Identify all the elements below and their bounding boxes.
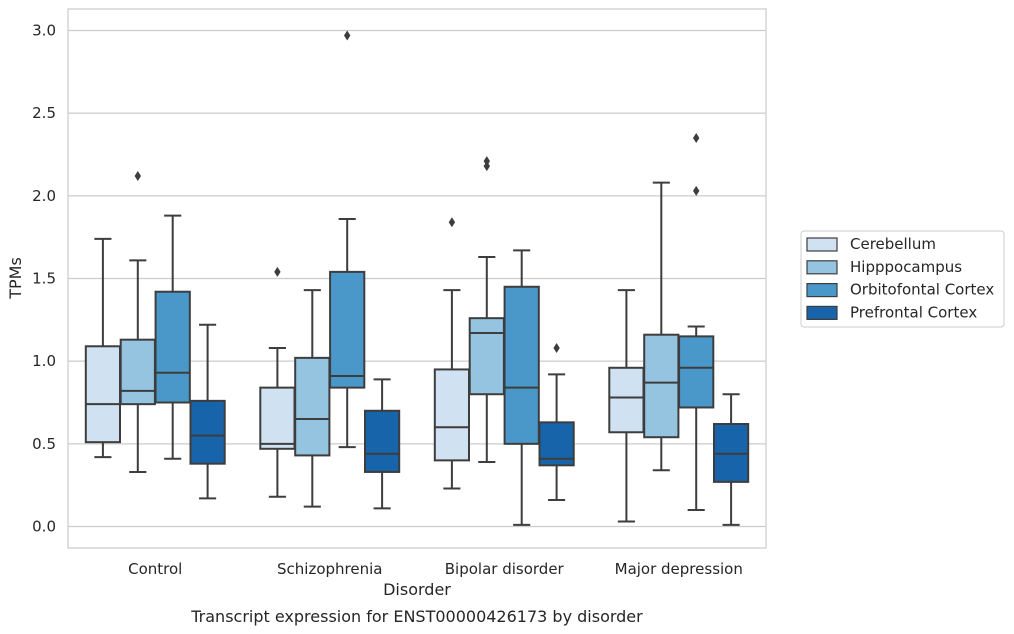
legend-swatch xyxy=(806,260,838,275)
outlier-point xyxy=(274,266,281,277)
box-group xyxy=(363,378,401,510)
box-group xyxy=(678,132,715,511)
box-group xyxy=(189,323,226,500)
y-tick-label: 0.0 xyxy=(32,518,56,536)
box-group xyxy=(712,393,750,526)
plot-area-frame xyxy=(67,8,767,549)
y-tick-label: 3.0 xyxy=(32,21,56,39)
outlier-point xyxy=(553,342,560,353)
x-tick-label: Bipolar disorder xyxy=(445,560,565,578)
y-tick-label: 1.0 xyxy=(32,352,56,370)
box xyxy=(294,356,331,457)
box xyxy=(119,338,156,406)
box-group xyxy=(608,289,645,523)
box-group xyxy=(259,266,296,498)
x-tick-label: Control xyxy=(128,560,182,578)
x-axis-ticks: Control Schizophrenia Bipolar disorder Majo… xyxy=(128,560,743,578)
y-axis-ticks: 0.0 0.5 1.0 1.5 2.0 2.5 3.0 xyxy=(32,21,56,535)
outlier-point xyxy=(448,217,456,228)
legend-swatch xyxy=(806,305,838,320)
legend-label: Prefrontal Cortex xyxy=(850,303,977,321)
outlier-point xyxy=(693,132,700,143)
legend-swatch xyxy=(806,237,838,252)
box xyxy=(363,409,401,473)
legend-label: Hipppocampus xyxy=(850,258,962,276)
box-group xyxy=(294,289,331,508)
y-axis-label: TPMs xyxy=(6,257,25,300)
x-axis-label: Disorder xyxy=(383,580,451,599)
box-group xyxy=(329,30,366,449)
box xyxy=(643,333,680,439)
legend-frame xyxy=(800,230,1005,328)
box-group xyxy=(119,170,156,473)
y-tick-label: 1.5 xyxy=(32,270,56,288)
box xyxy=(84,345,122,444)
box xyxy=(154,290,191,404)
chart-caption: Transcript expression for ENST0000042617… xyxy=(190,607,643,626)
box xyxy=(433,368,471,462)
y-tick-label: 2.0 xyxy=(32,187,56,205)
box-group xyxy=(468,156,505,464)
box xyxy=(503,285,540,445)
box xyxy=(468,317,505,396)
box-group xyxy=(433,217,471,490)
legend-swatch xyxy=(806,283,838,298)
outlier-point xyxy=(134,170,141,181)
box-plot-marks xyxy=(84,30,750,526)
x-tick-label: Schizophrenia xyxy=(277,560,382,578)
box-group xyxy=(84,237,122,459)
legend: Cerebellum Hipppocampus Orbitofontal Corte… xyxy=(800,230,1005,328)
outlier-point xyxy=(344,30,351,41)
y-tick-label: 2.5 xyxy=(32,104,56,122)
legend-label: Cerebellum xyxy=(850,235,936,253)
outlier-point xyxy=(483,156,490,167)
x-tick-label: Major depression xyxy=(615,560,743,578)
y-tick-label: 0.5 xyxy=(32,435,56,453)
box xyxy=(259,386,296,450)
legend-label: Orbitofontal Cortex xyxy=(850,281,994,299)
box-group xyxy=(154,214,191,460)
box xyxy=(329,270,366,389)
box-group xyxy=(538,342,575,502)
box xyxy=(608,366,645,434)
box xyxy=(189,399,226,465)
box-group xyxy=(503,249,540,526)
box-group xyxy=(643,181,680,472)
box xyxy=(678,335,715,409)
outlier-point xyxy=(693,185,700,196)
